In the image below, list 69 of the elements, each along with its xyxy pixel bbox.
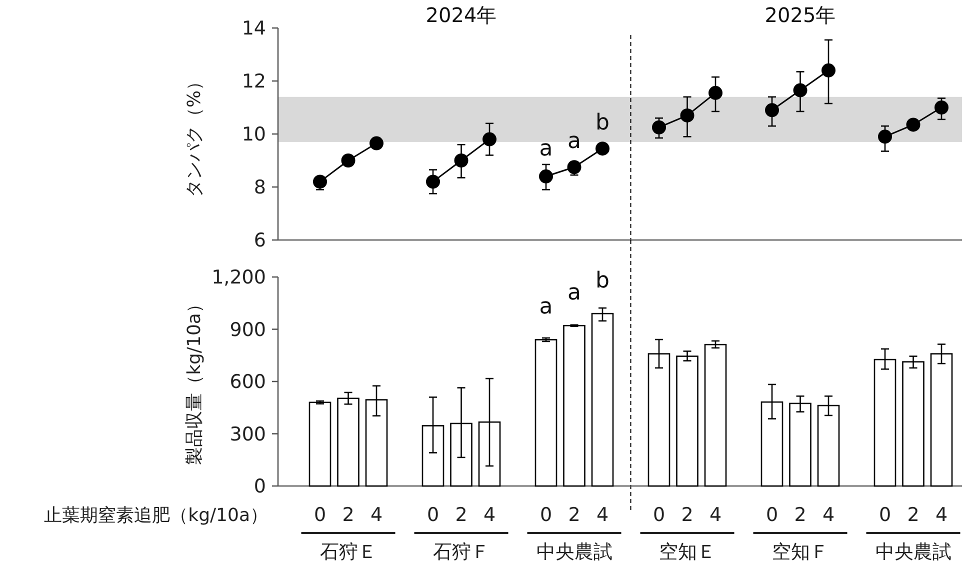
text: 石狩Ｆ — [432, 541, 490, 563]
point — [765, 103, 779, 118]
bar — [676, 356, 698, 487]
x-tick-label: 2 — [342, 504, 354, 526]
bar — [563, 324, 586, 487]
y-tick-label: 600 — [230, 371, 266, 394]
annotation: a — [568, 129, 581, 154]
y-tick-label: 14 — [242, 18, 266, 40]
annotation: a — [539, 136, 553, 162]
y-tick-label: 0 — [254, 476, 266, 498]
x-tick-label: 4 — [370, 504, 383, 526]
x-tick-label: 4 — [709, 504, 722, 526]
y-tick-label: 8 — [254, 176, 266, 199]
x-tick-label: 0 — [652, 504, 666, 526]
bar — [591, 312, 614, 487]
x-tick-label: 2 — [455, 504, 468, 526]
x-tick-label: 2 — [568, 504, 580, 526]
point — [822, 63, 836, 78]
x-tick-label: 0 — [766, 504, 778, 526]
point — [934, 100, 948, 114]
y-tick-label: 10 — [242, 124, 266, 146]
x-tick-label: 2 — [681, 504, 694, 526]
point — [454, 154, 468, 168]
point — [370, 136, 384, 150]
annotation: a — [568, 280, 581, 306]
x-tick-label: 2 — [907, 504, 920, 526]
annotation: a — [539, 294, 553, 320]
point — [567, 160, 582, 174]
bar — [902, 361, 924, 487]
bar — [704, 344, 727, 487]
y-tick-label: 12 — [242, 70, 266, 93]
point — [906, 118, 920, 132]
text: 2024年 — [426, 3, 497, 27]
text: 空知Ｅ — [658, 541, 716, 563]
point — [426, 174, 440, 189]
x-tick-label: 0 — [314, 504, 326, 526]
text: 中央農試 — [875, 541, 952, 563]
point — [482, 132, 496, 146]
y-tick-label: 300 — [230, 423, 266, 446]
text: 空知Ｆ — [772, 541, 829, 563]
x-tick-label: 0 — [426, 504, 440, 526]
y-axis-title: 製品収量（kg/10a） — [184, 295, 205, 465]
x-tick-label: 4 — [483, 504, 496, 526]
x-tick-label: 4 — [596, 504, 609, 526]
point — [652, 120, 666, 134]
point — [596, 142, 610, 156]
annotation: b — [596, 268, 610, 294]
x-tick-label: 2 — [794, 504, 806, 526]
y-tick-label: 900 — [230, 318, 266, 341]
point — [341, 154, 356, 168]
bar — [308, 402, 332, 487]
x-tick-label: 4 — [935, 504, 948, 526]
y-axis-title: タンパク（%） — [184, 72, 205, 198]
y-tick-label: 6 — [254, 230, 266, 252]
annotation: b — [596, 110, 610, 136]
text: 中央農試 — [536, 541, 612, 563]
point — [680, 108, 694, 122]
bar — [534, 339, 558, 487]
x-tick-label: 4 — [822, 504, 835, 526]
point — [539, 169, 553, 184]
text: 石狩Ｅ — [320, 541, 377, 563]
y-tick-label: 1,200 — [212, 266, 266, 289]
point — [708, 86, 722, 100]
x-tick-label: 0 — [540, 504, 552, 526]
x-axis-title: 止葉期窒素追肥（kg/10a） — [44, 505, 268, 526]
x-tick-label: 0 — [878, 504, 892, 526]
point — [878, 130, 892, 144]
text: 2025年 — [764, 3, 836, 27]
point — [793, 83, 808, 98]
